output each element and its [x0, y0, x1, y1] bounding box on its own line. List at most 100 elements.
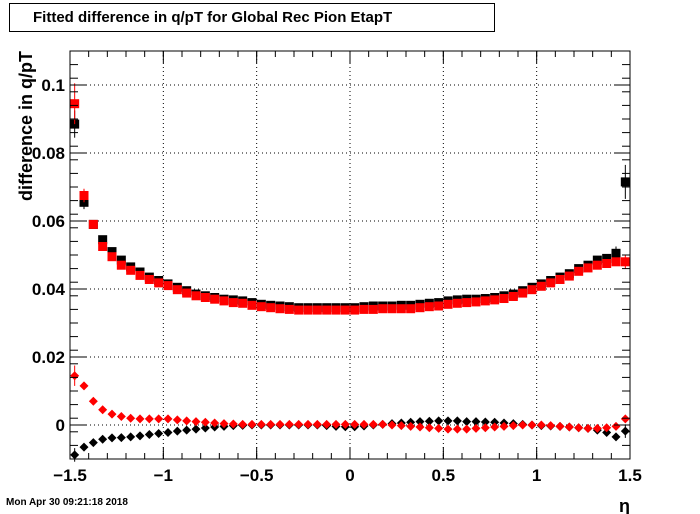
- data-point-diamond: [284, 419, 294, 429]
- data-point-square: [172, 285, 182, 295]
- data-point-diamond: [620, 414, 630, 424]
- data-point-square: [98, 242, 108, 251]
- data-point-diamond: [443, 424, 453, 434]
- data-point-square: [508, 291, 518, 301]
- y-axis-title: difference in q/pT: [16, 51, 36, 201]
- data-point-diamond: [443, 416, 453, 426]
- data-point-square: [256, 302, 266, 312]
- data-point-diamond: [602, 423, 612, 433]
- data-point-diamond: [350, 419, 360, 429]
- data-point-square: [611, 248, 621, 258]
- data-point-square: [210, 294, 220, 304]
- data-point-square: [611, 257, 621, 267]
- data-point-diamond: [331, 419, 341, 429]
- data-point-diamond: [294, 419, 304, 429]
- data-point-square: [79, 191, 89, 200]
- data-point-diamond: [107, 409, 117, 419]
- data-point-diamond: [462, 424, 472, 434]
- grid: [70, 51, 630, 459]
- data-point-diamond: [126, 432, 136, 442]
- data-point-diamond: [546, 421, 556, 431]
- data-point-diamond: [480, 423, 490, 433]
- data-point-diamond: [602, 427, 612, 437]
- data-point-square: [312, 305, 322, 315]
- data-point-diamond: [378, 419, 388, 429]
- data-point-square: [219, 296, 229, 306]
- data-point-diamond: [219, 419, 229, 429]
- data-point-square: [471, 297, 481, 307]
- data-point-square: [368, 304, 378, 314]
- data-point-diamond: [452, 416, 462, 426]
- data-point-diamond: [527, 420, 537, 430]
- data-point-square: [415, 303, 425, 313]
- data-point-square: [602, 253, 612, 263]
- data-point-diamond: [396, 421, 406, 431]
- data-point-diamond: [98, 405, 108, 415]
- data-point-diamond: [424, 416, 434, 426]
- data-point-diamond: [79, 442, 89, 452]
- data-point-square: [228, 298, 238, 308]
- data-point-square: [182, 288, 192, 298]
- data-point-diamond: [471, 417, 481, 427]
- data-point-diamond: [144, 430, 154, 440]
- chart-title: Fitted difference in q/pT for Global Rec…: [9, 3, 495, 32]
- data-point-square: [154, 278, 164, 288]
- data-point-square: [331, 305, 341, 315]
- data-point-square: [592, 255, 602, 265]
- data-point-square: [480, 296, 490, 306]
- data-point-diamond: [163, 414, 173, 424]
- data-point-square: [247, 300, 257, 310]
- data-point-diamond: [247, 419, 257, 429]
- data-point-diamond: [592, 423, 602, 433]
- data-point-diamond: [415, 422, 425, 432]
- x-tick-label: 0: [345, 466, 354, 485]
- data-point-diamond: [266, 419, 276, 429]
- data-point-square: [387, 304, 397, 314]
- timestamp: Mon Apr 30 09:21:18 2018: [6, 497, 128, 508]
- data-point-diamond: [536, 420, 546, 430]
- data-point-diamond: [135, 414, 145, 424]
- data-point-square: [406, 304, 416, 314]
- data-point-square: [116, 260, 126, 270]
- data-point-square: [620, 177, 630, 187]
- data-point-diamond: [322, 419, 332, 429]
- data-point-diamond: [154, 429, 164, 438]
- data-point-diamond: [611, 421, 621, 431]
- y-tick-label: 0.04: [32, 280, 66, 299]
- data-point-diamond: [210, 418, 220, 428]
- data-point-square: [200, 293, 210, 302]
- data-point-diamond: [406, 421, 416, 431]
- x-tick-label: 0.5: [432, 466, 456, 485]
- y-tick-label: 0.08: [32, 144, 65, 163]
- data-point-diamond: [200, 423, 210, 433]
- data-point-diamond: [359, 419, 369, 429]
- data-point-diamond: [79, 381, 89, 391]
- data-point-diamond: [228, 419, 238, 429]
- data-point-diamond: [340, 419, 350, 429]
- data-point-square: [452, 298, 462, 308]
- data-point-square: [322, 305, 332, 315]
- data-point-square: [70, 99, 80, 109]
- y-tick-label: 0.1: [41, 76, 65, 95]
- data-point-square: [443, 299, 453, 309]
- data-point-diamond: [387, 420, 397, 430]
- data-point-square: [490, 295, 500, 305]
- data-point-diamond: [312, 419, 322, 429]
- data-point-square: [574, 266, 584, 276]
- data-point-square: [424, 302, 434, 312]
- x-tick-label: 1: [532, 466, 541, 485]
- data-point-square: [135, 270, 145, 280]
- data-point-square: [238, 298, 248, 308]
- data-point-diamond: [200, 417, 210, 427]
- data-point-diamond: [452, 424, 462, 434]
- data-point-diamond: [462, 417, 472, 427]
- data-point-square: [583, 263, 593, 273]
- data-point-diamond: [471, 423, 481, 433]
- data-point-square: [116, 255, 126, 265]
- data-point-diamond: [88, 396, 98, 406]
- data-point-diamond: [499, 421, 509, 431]
- data-point-square: [592, 260, 602, 270]
- data-point-diamond: [70, 450, 80, 460]
- data-point-diamond: [163, 427, 173, 437]
